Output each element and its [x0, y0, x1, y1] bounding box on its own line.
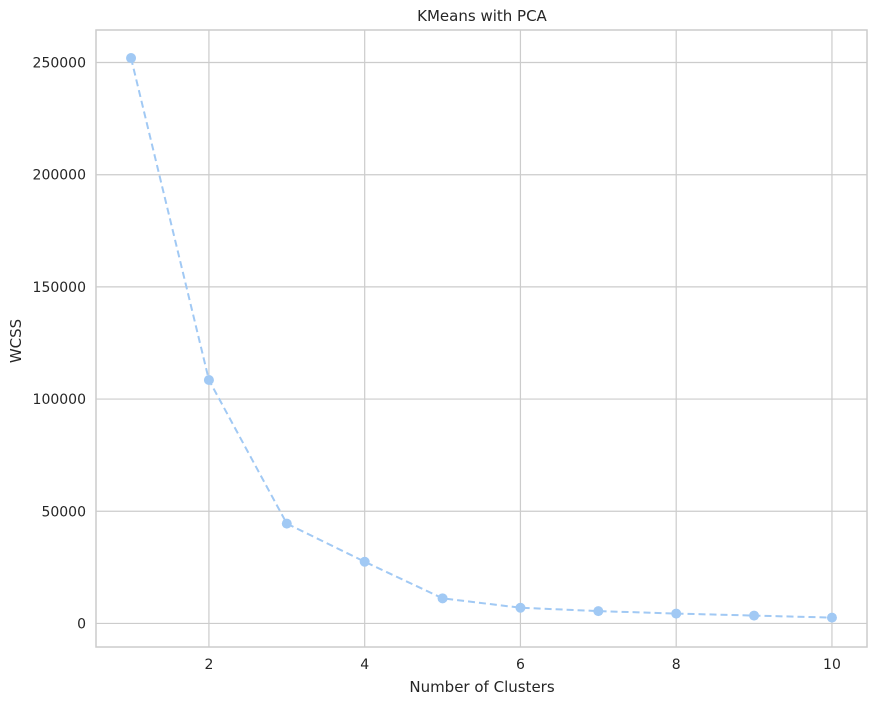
data-point [749, 610, 760, 621]
y-tick-label: 150000 [33, 280, 86, 296]
series-line [130, 57, 832, 619]
data-point [281, 518, 292, 529]
data-point [671, 608, 682, 619]
data-point [359, 556, 370, 567]
data-point [437, 593, 448, 604]
series-wcss [126, 53, 837, 623]
x-tick-label: 4 [360, 657, 369, 673]
x-axis-label: Number of Clusters [409, 678, 554, 696]
y-tick-label: 50000 [41, 504, 86, 520]
y-tick-label: 0 [77, 616, 86, 632]
data-point [826, 612, 837, 623]
y-tick-label: 100000 [33, 392, 86, 408]
y-axis-label: WCSS [7, 319, 25, 363]
tick-labels: 2 4 6 8 10 0 50000 100000 150000 200000 250000 [33, 56, 841, 673]
data-point [593, 606, 604, 617]
data-point [126, 53, 137, 64]
grid-lines [96, 30, 867, 647]
x-tick-label: 8 [672, 657, 681, 673]
data-point [515, 602, 526, 613]
plot-frame [95, 29, 868, 648]
data-point [203, 375, 214, 386]
chart-title: KMeans with PCA [417, 7, 547, 25]
y-tick-label: 200000 [33, 168, 86, 184]
y-tick-label: 250000 [33, 56, 86, 72]
x-tick-label: 6 [516, 657, 525, 673]
x-tick-label: 10 [823, 657, 841, 673]
x-tick-label: 2 [204, 657, 213, 673]
